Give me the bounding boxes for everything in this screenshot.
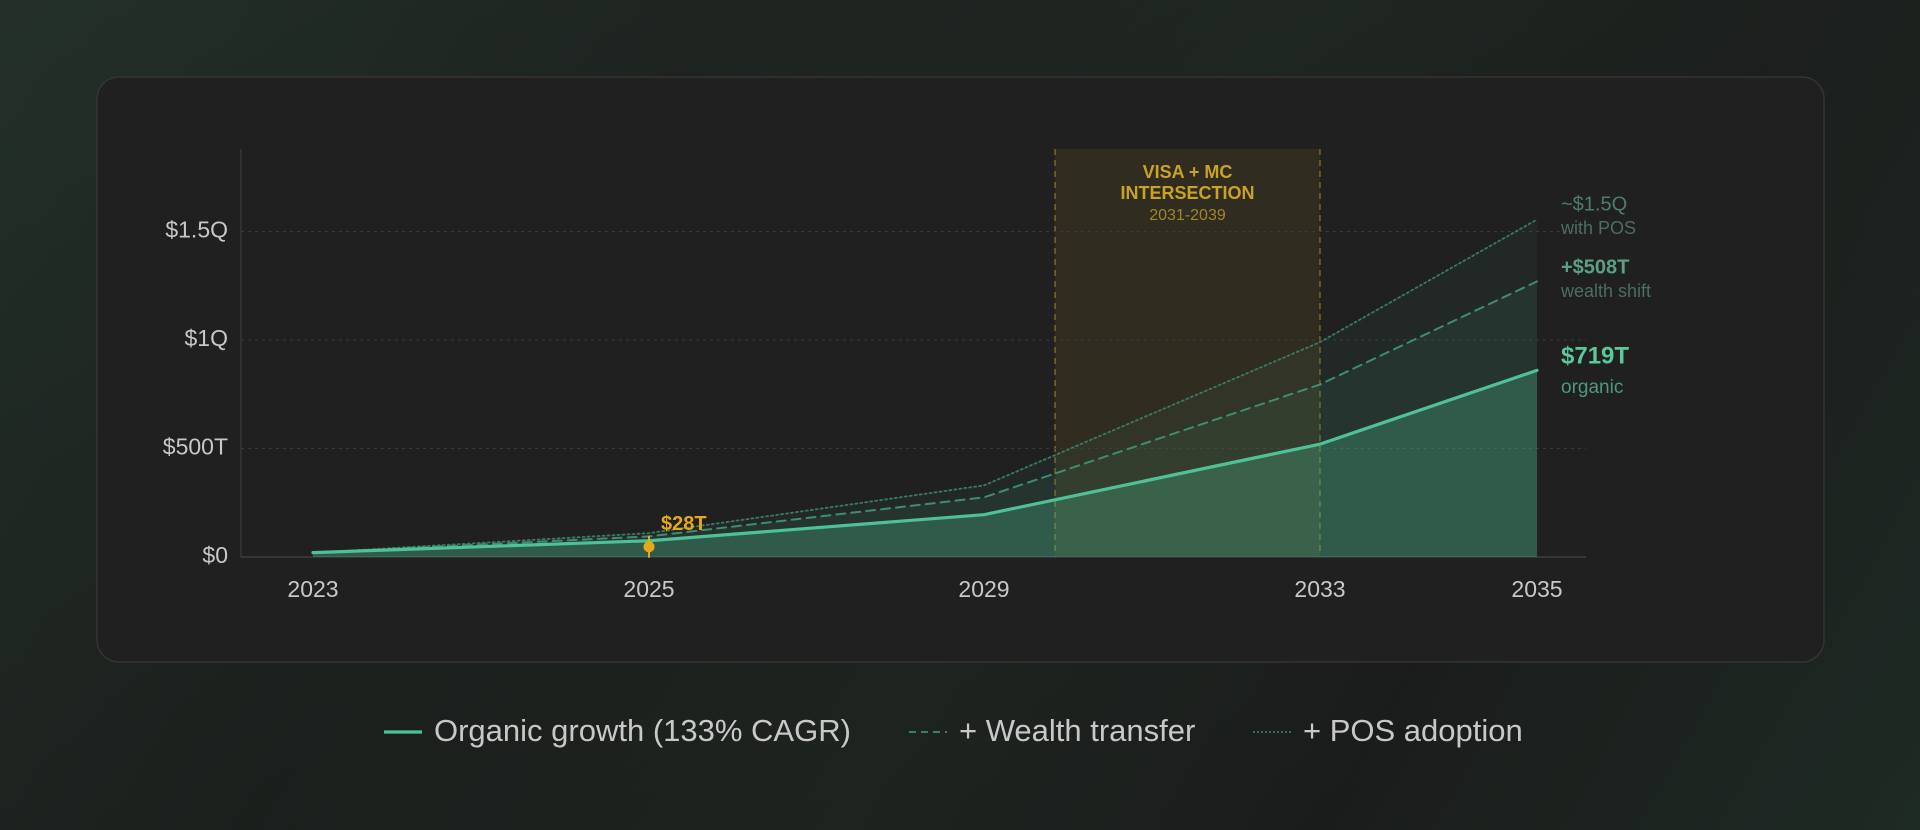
x-tick-label: 2023 — [287, 576, 338, 602]
series-line — [312, 218, 1538, 554]
series-area — [313, 370, 1537, 557]
series-area — [313, 219, 1537, 557]
series-line — [311, 368, 1539, 555]
end-label-value: +$508T — [1561, 256, 1629, 278]
legend-label: Organic growth (133% CAGR) — [434, 713, 851, 748]
end-label-value: ~$1.5Q — [1561, 193, 1627, 215]
end-label-note: wealth shift — [1560, 281, 1651, 301]
band-title: INTERSECTION — [1120, 183, 1254, 203]
y-tick-label: $0 — [202, 542, 228, 568]
chart-card — [96, 76, 1825, 663]
x-tick-label: 2029 — [958, 576, 1009, 602]
x-tick-label: 2035 — [1511, 576, 1562, 602]
band-title: VISA + MC — [1143, 162, 1233, 182]
marker-label: $28T — [661, 513, 707, 535]
y-tick-label: $500T — [163, 434, 228, 460]
end-label-value: $719T — [1561, 342, 1629, 369]
end-label-note: organic — [1561, 377, 1623, 398]
end-label-note: with POS — [1560, 218, 1636, 238]
y-tick-label: $1Q — [185, 325, 228, 351]
x-tick-label: 2025 — [623, 576, 674, 602]
series-area — [313, 281, 1537, 557]
series-line — [312, 280, 1538, 554]
band-subtitle: 2031-2039 — [1149, 207, 1226, 224]
marker — [643, 541, 655, 553]
legend-label: + POS adoption — [1303, 713, 1523, 748]
x-tick-label: 2033 — [1294, 576, 1345, 602]
legend-label: + Wealth transfer — [959, 713, 1195, 748]
y-tick-label: $1.5Q — [165, 217, 228, 243]
